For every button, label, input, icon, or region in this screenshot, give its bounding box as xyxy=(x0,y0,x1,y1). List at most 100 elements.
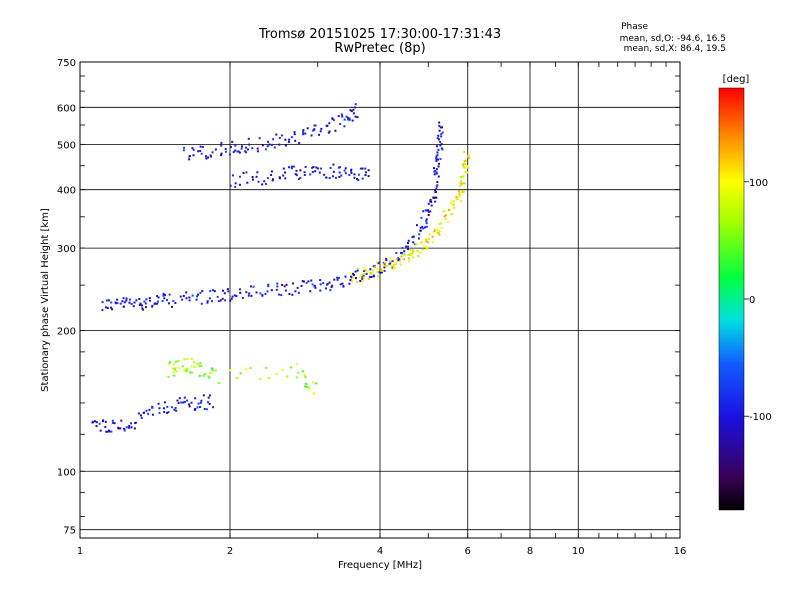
data-point xyxy=(318,133,321,136)
data-point xyxy=(338,166,341,169)
data-point xyxy=(364,269,367,272)
data-point xyxy=(429,210,432,213)
data-point xyxy=(440,222,443,225)
data-point xyxy=(440,126,443,129)
data-point xyxy=(280,294,283,297)
data-point xyxy=(406,248,409,251)
data-point xyxy=(209,372,212,375)
data-point xyxy=(439,140,442,143)
data-point xyxy=(188,296,191,299)
data-point xyxy=(343,125,346,128)
data-point xyxy=(332,170,335,173)
data-point xyxy=(379,271,382,274)
data-point xyxy=(332,119,335,122)
data-point xyxy=(292,282,295,285)
data-point xyxy=(352,108,355,111)
data-point xyxy=(334,129,337,132)
data-point xyxy=(138,297,141,300)
data-point xyxy=(162,292,165,295)
data-point xyxy=(188,155,191,158)
data-point xyxy=(437,148,440,151)
y-tick-label: 750 xyxy=(57,58,76,69)
data-point xyxy=(267,140,270,143)
data-point xyxy=(357,267,360,270)
x-tick-label: 16 xyxy=(674,546,687,557)
data-point xyxy=(347,118,350,121)
data-point xyxy=(319,283,322,286)
data-point xyxy=(434,196,437,199)
data-point xyxy=(362,276,365,279)
data-point xyxy=(120,419,123,422)
data-point xyxy=(110,301,113,304)
data-point xyxy=(229,146,232,149)
data-point xyxy=(201,290,204,293)
data-point xyxy=(453,206,456,209)
data-point xyxy=(249,285,252,288)
data-point xyxy=(377,262,380,265)
data-point xyxy=(220,154,223,157)
data-point xyxy=(462,175,465,178)
data-point xyxy=(189,371,192,374)
data-point xyxy=(283,285,286,288)
data-point xyxy=(162,294,165,297)
data-point xyxy=(361,167,364,170)
data-point xyxy=(220,141,223,144)
data-point xyxy=(423,244,426,247)
data-point xyxy=(190,357,193,360)
data-point xyxy=(273,146,276,149)
data-point xyxy=(361,177,364,180)
data-point xyxy=(320,127,323,130)
data-point xyxy=(132,305,135,308)
data-point xyxy=(329,166,332,169)
data-point xyxy=(427,241,430,244)
data-point xyxy=(435,196,438,199)
data-point xyxy=(311,283,314,286)
data-point xyxy=(204,373,207,376)
data-point xyxy=(142,308,145,311)
data-point xyxy=(188,158,191,161)
data-point xyxy=(280,134,283,137)
data-point xyxy=(438,230,441,233)
data-point xyxy=(266,290,269,293)
data-point xyxy=(438,162,441,165)
data-point xyxy=(314,170,317,173)
data-point xyxy=(199,291,202,294)
data-point xyxy=(228,369,231,372)
data-point xyxy=(173,374,176,377)
data-point xyxy=(256,150,259,153)
data-point xyxy=(356,269,359,272)
data-point xyxy=(313,128,316,131)
data-point xyxy=(106,307,109,310)
data-point xyxy=(327,131,330,134)
data-point xyxy=(305,385,308,388)
data-point xyxy=(370,272,373,275)
data-point xyxy=(200,399,203,402)
data-point xyxy=(172,363,175,366)
data-point xyxy=(361,276,364,279)
data-point xyxy=(308,386,311,389)
data-point xyxy=(430,204,433,207)
data-point xyxy=(356,178,359,181)
data-point xyxy=(435,168,438,171)
y-tick-label: 100 xyxy=(57,467,76,478)
data-point xyxy=(334,176,337,179)
data-point xyxy=(192,148,195,151)
data-point xyxy=(288,166,291,169)
data-point xyxy=(382,261,385,264)
data-point xyxy=(412,252,415,255)
data-point xyxy=(393,263,396,266)
data-point xyxy=(411,248,414,251)
data-point xyxy=(433,173,436,176)
data-point xyxy=(272,138,275,141)
data-point xyxy=(381,271,384,274)
data-point xyxy=(304,376,307,379)
data-point xyxy=(409,254,412,257)
data-point xyxy=(206,300,209,303)
data-point xyxy=(139,414,142,417)
data-point xyxy=(358,276,361,279)
data-point xyxy=(307,388,310,391)
data-point xyxy=(330,286,333,289)
data-point xyxy=(439,126,442,129)
data-point xyxy=(315,382,318,385)
data-point xyxy=(344,172,347,175)
